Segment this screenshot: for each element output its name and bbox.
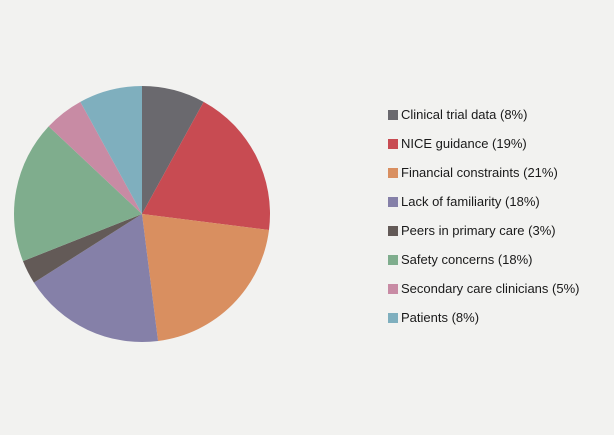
- legend-label: Secondary care clinicians (5%): [401, 281, 580, 296]
- legend-swatch: [388, 225, 398, 236]
- legend-item-nice-guidance: NICE guidance (19%): [388, 129, 579, 158]
- legend-label: NICE guidance (19%): [401, 136, 527, 151]
- legend-item-financial-constraints: Financial constraints (21%): [388, 158, 579, 187]
- pie-slice-nice-guidance: [142, 101, 270, 231]
- legend-swatch: [388, 196, 398, 207]
- pie-slice-clinical-trial-data: [142, 85, 204, 214]
- pie-slice-safety-concerns: [14, 126, 142, 262]
- legend-swatch: [388, 167, 398, 178]
- pie-slice-secondary-care-clinicians: [48, 101, 142, 214]
- legend-label: Peers in primary care (3%): [401, 223, 556, 238]
- legend-swatch: [388, 109, 398, 120]
- legend-swatch: [388, 138, 398, 149]
- pie-slice-lack-of-familiarity: [33, 214, 159, 342]
- legend-label: Financial constraints (21%): [401, 165, 558, 180]
- chart-legend: Clinical trial data (8%) NICE guidance (1…: [388, 100, 579, 332]
- legend-item-peers-in-primary-care: Peers in primary care (3%): [388, 216, 579, 245]
- pie-slice-financial-constraints: [142, 214, 269, 341]
- pie-slice-peers-in-primary-care: [22, 214, 143, 283]
- legend-item-clinical-trial-data: Clinical trial data (8%): [388, 100, 579, 129]
- legend-swatch: [388, 254, 398, 265]
- legend-item-safety-concerns: Safety concerns (18%): [388, 245, 579, 274]
- legend-swatch: [388, 283, 398, 294]
- legend-swatch: [388, 312, 398, 323]
- legend-item-patients: Patients (8%): [388, 303, 579, 332]
- legend-label: Lack of familiarity (18%): [401, 194, 540, 209]
- legend-label: Safety concerns (18%): [401, 252, 533, 267]
- pie-slice-patients: [80, 86, 142, 214]
- legend-item-secondary-care-clinicians: Secondary care clinicians (5%): [388, 274, 579, 303]
- legend-label: Patients (8%): [401, 310, 480, 325]
- legend-item-lack-of-familiarity: Lack of familiarity (18%): [388, 187, 579, 216]
- legend-label: Clinical trial data (8%): [401, 107, 528, 122]
